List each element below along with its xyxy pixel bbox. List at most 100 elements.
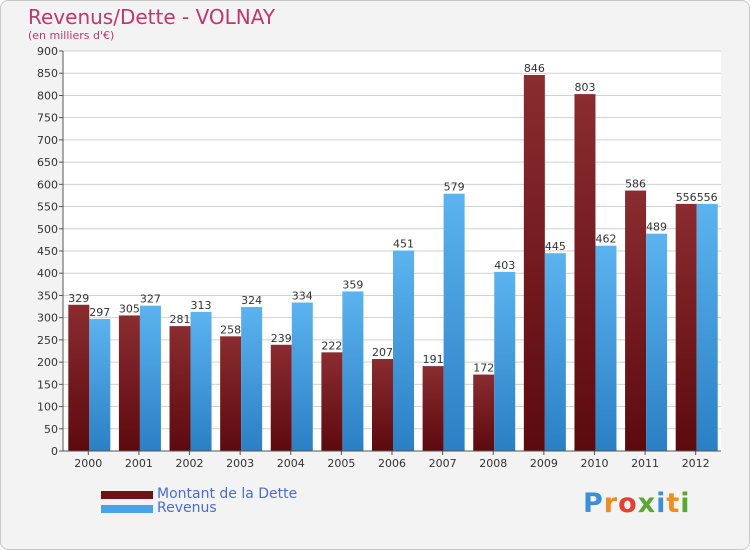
bar-revenus-label: 327: [140, 293, 161, 306]
y-tick-label: 850: [37, 67, 58, 80]
bar-debt-label: 172: [473, 362, 494, 375]
bar-debt-label: 222: [321, 339, 342, 352]
y-tick-label: 600: [37, 178, 58, 191]
y-tick-label: 0: [51, 445, 58, 458]
bar-debt: [523, 75, 545, 451]
bar-debt: [574, 94, 596, 451]
bar-debt: [68, 304, 90, 451]
bar-revenus-label: 297: [89, 306, 110, 319]
bar-debt: [118, 315, 140, 451]
bar-revenus: [443, 193, 465, 451]
bar-debt-label: 281: [170, 313, 191, 326]
bar-debt-label: 207: [372, 346, 393, 359]
bar-revenus-label: 556: [697, 191, 718, 204]
bar-revenus: [342, 291, 364, 451]
bar-revenus-label: 445: [545, 240, 566, 253]
bar-debt-label: 305: [119, 302, 140, 315]
x-tick-label: 2006: [378, 457, 406, 470]
bar-debt: [372, 359, 393, 451]
x-tick-label: 2001: [125, 457, 153, 470]
bar-debt: [473, 374, 495, 451]
bar-debt-label: 556: [676, 191, 697, 204]
x-tick-label: 2003: [226, 457, 254, 470]
bar-debt: [422, 366, 444, 451]
y-tick-label: 50: [44, 423, 58, 436]
y-tick-label: 200: [37, 356, 58, 369]
legend-swatch-revenus: [101, 505, 153, 513]
bar-debt: [270, 344, 292, 451]
y-tick-label: 450: [37, 245, 58, 258]
bar-debt: [625, 190, 647, 452]
logo-letter: i: [680, 488, 691, 519]
x-tick-label: 2002: [176, 457, 204, 470]
x-tick-label: 2011: [631, 457, 659, 470]
y-tick-label: 350: [37, 289, 58, 302]
bar-revenus-label: 451: [393, 238, 414, 251]
bar-debt: [675, 203, 697, 451]
x-tick-label: 2000: [74, 457, 102, 470]
x-tick-label: 2008: [479, 457, 507, 470]
chart-subtitle: (en milliers d'€): [28, 29, 115, 42]
y-tick-label: 400: [37, 267, 58, 280]
bar-debt-label: 329: [68, 292, 89, 305]
bar-revenus: [646, 233, 668, 451]
bar-revenus-label: 334: [292, 290, 313, 303]
bar-revenus-label: 324: [241, 294, 262, 307]
bar-debt: [169, 326, 191, 451]
logo-letter: r: [603, 488, 619, 519]
y-tick-label: 700: [37, 134, 58, 147]
bar-debt: [321, 352, 343, 451]
bar-debt-label: 846: [524, 62, 545, 75]
bar-revenus: [544, 253, 566, 451]
bar-revenus: [190, 311, 212, 451]
y-tick-label: 500: [37, 223, 58, 236]
legend-label-debt: Montant de la Dette: [157, 486, 298, 502]
x-tick-label: 2010: [580, 457, 608, 470]
x-tick-label: 2004: [277, 457, 305, 470]
y-tick-label: 800: [37, 89, 58, 102]
bar-revenus-label: 313: [191, 299, 212, 312]
x-tick-label: 2012: [682, 457, 710, 470]
logo-letter: i: [656, 488, 667, 519]
bar-revenus: [595, 245, 617, 451]
bar-revenus: [696, 203, 718, 451]
bar-revenus-label: 359: [342, 278, 363, 291]
logo-letter: o: [618, 488, 638, 519]
bar-revenus: [291, 302, 313, 451]
bar-revenus: [89, 319, 111, 451]
y-tick-label: 100: [37, 401, 58, 414]
x-tick-label: 2005: [327, 457, 355, 470]
bar-revenus: [393, 250, 414, 451]
y-tick-label: 300: [37, 312, 58, 325]
bar-revenus-label: 403: [494, 259, 515, 272]
y-tick-label: 750: [37, 112, 58, 125]
bar-revenus-label: 462: [595, 233, 616, 246]
bar-debt: [220, 336, 242, 451]
x-tick-label: 2009: [530, 457, 558, 470]
y-tick-label: 900: [37, 45, 58, 58]
bar-debt-label: 586: [625, 178, 646, 191]
chart-title: Revenus/Dette - VOLNAY: [28, 5, 276, 29]
x-tick-label: 2007: [429, 457, 457, 470]
y-tick-label: 550: [37, 201, 58, 214]
y-tick-label: 150: [37, 378, 58, 391]
logo-letter: t: [666, 488, 681, 519]
bar-revenus: [241, 307, 263, 451]
bar-debt-label: 239: [271, 332, 292, 345]
bar-debt-label: 258: [220, 323, 241, 336]
bar-revenus-label: 489: [646, 221, 667, 234]
legend-label-revenus: Revenus: [157, 500, 217, 516]
bar-revenus: [494, 271, 516, 451]
logo-letter: P: [583, 488, 604, 519]
bar-revenus: [139, 305, 161, 451]
logo-letter: x: [637, 488, 657, 519]
legend-swatch-debt: [101, 491, 153, 499]
y-tick-label: 250: [37, 334, 58, 347]
y-tick-label: 650: [37, 156, 58, 169]
bar-debt-label: 191: [423, 353, 444, 366]
bar-debt-label: 803: [574, 81, 595, 94]
bar-revenus-label: 579: [444, 181, 465, 194]
proxiti-logo: Proxiti: [583, 488, 691, 519]
